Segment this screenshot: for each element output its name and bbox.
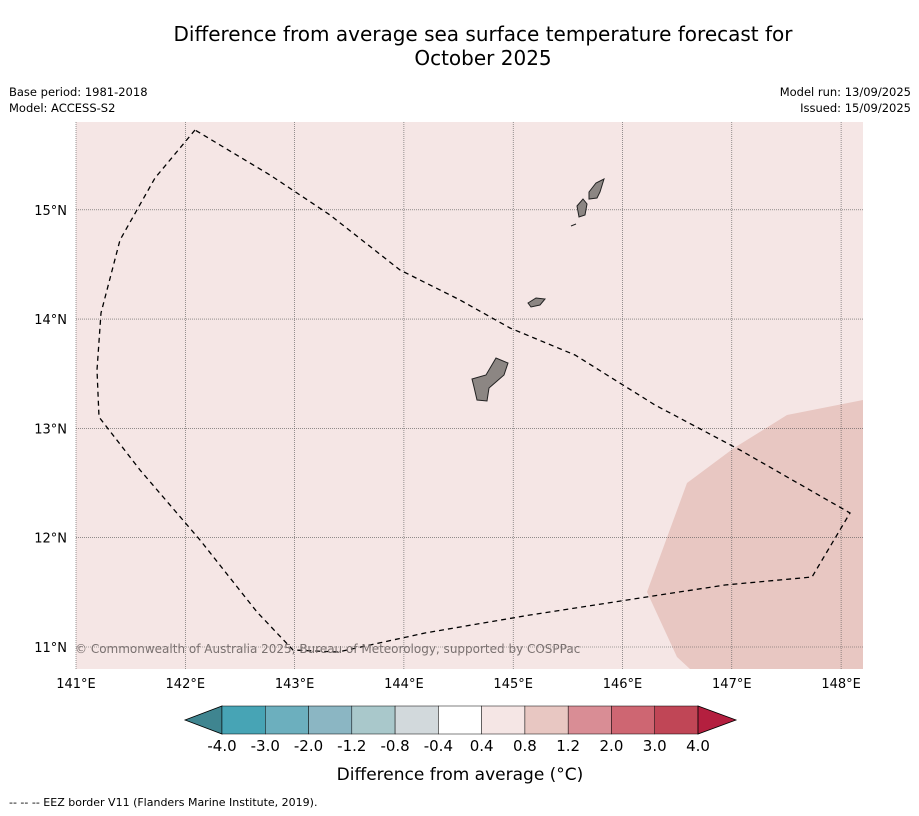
title-line-1: Difference from average sea surface temp… [173, 22, 793, 46]
colorbar-label: Difference from average (°C) [337, 765, 584, 785]
colorbar-segment [611, 705, 655, 735]
longitude-label: 146°E [603, 677, 643, 692]
longitude-label: 143°E [275, 677, 315, 692]
colorbar-segment [351, 705, 396, 735]
saipan-island [588, 178, 605, 200]
colorbar: -4.0 -3.0 -2.0 -1.2 -0.8 -0.4 0.4 0.8 1.2 2.0 3.0 4… [183, 705, 738, 755]
latitude-label: 14°N [34, 313, 67, 328]
longitude-label: 141°E [56, 677, 96, 692]
colorbar-tick-label: -2.0 [294, 737, 323, 755]
longitude-label: 145°E [493, 677, 533, 692]
warm-anomaly-region [647, 400, 863, 669]
colorbar-tick-label: 1.2 [556, 737, 580, 755]
model-name: Model: ACCESS-S2 [9, 101, 116, 115]
colorbar-segment [524, 705, 569, 735]
colorbar-segment [654, 705, 699, 735]
colorbar-segment [221, 705, 266, 735]
issued-date: Issued: 15/09/2025 [800, 101, 911, 115]
chart-title: Difference from average sea surface temp… [0, 22, 919, 70]
latitude-label: 12°N [34, 532, 67, 547]
latitude-label: 13°N [34, 422, 67, 437]
colorbar-tick-label: -4.0 [207, 737, 236, 755]
meta-left: Base period: 1981-2018 Model: ACCESS-S2 [9, 84, 148, 116]
colorbar-segment [438, 705, 482, 735]
rota-island [527, 297, 546, 308]
tinian-island [576, 198, 588, 218]
colorbar-tick-label: -3.0 [251, 737, 280, 755]
colorbar-tick-label: -1.2 [337, 737, 366, 755]
colorbar-over-arrow [697, 705, 738, 735]
eez-border [96, 129, 851, 653]
longitude-label: 147°E [712, 677, 752, 692]
copyright-notice: © Commonwealth of Australia 2025, Bureau… [75, 642, 580, 656]
longitude-label: 144°E [384, 677, 424, 692]
latitude-label: 11°N [34, 641, 67, 656]
colorbar-segment [308, 705, 353, 735]
eez-legend-note: -- -- -- EEZ border V11 (Flanders Marine… [9, 796, 318, 809]
guam-island [471, 357, 509, 402]
colorbar-under-arrow [183, 705, 223, 735]
colorbar-tick-label: 0.4 [470, 737, 494, 755]
meta-right: Model run: 13/09/2025 Issued: 15/09/2025 [780, 84, 911, 116]
colorbar-tick-label: -0.4 [424, 737, 453, 755]
colorbar-tick-label: 0.8 [513, 737, 537, 755]
model-run: Model run: 13/09/2025 [779, 85, 911, 99]
base-period: Base period: 1981-2018 [9, 85, 148, 99]
aguijan-island [570, 223, 577, 227]
colorbar-tick-label: -0.8 [380, 737, 409, 755]
colorbar-segment [481, 705, 526, 735]
colorbar-segment [567, 705, 612, 735]
latitude-label: 15°N [34, 204, 67, 219]
longitude-label: 148°E [821, 677, 861, 692]
longitude-label: 142°E [166, 677, 206, 692]
colorbar-tick-label: 4.0 [686, 737, 710, 755]
colorbar-tick-label: 2.0 [600, 737, 624, 755]
colorbar-segment [394, 705, 439, 735]
colorbar-segment [265, 705, 309, 735]
title-line-2: October 2025 [414, 46, 552, 70]
colorbar-tick-label: 3.0 [643, 737, 667, 755]
